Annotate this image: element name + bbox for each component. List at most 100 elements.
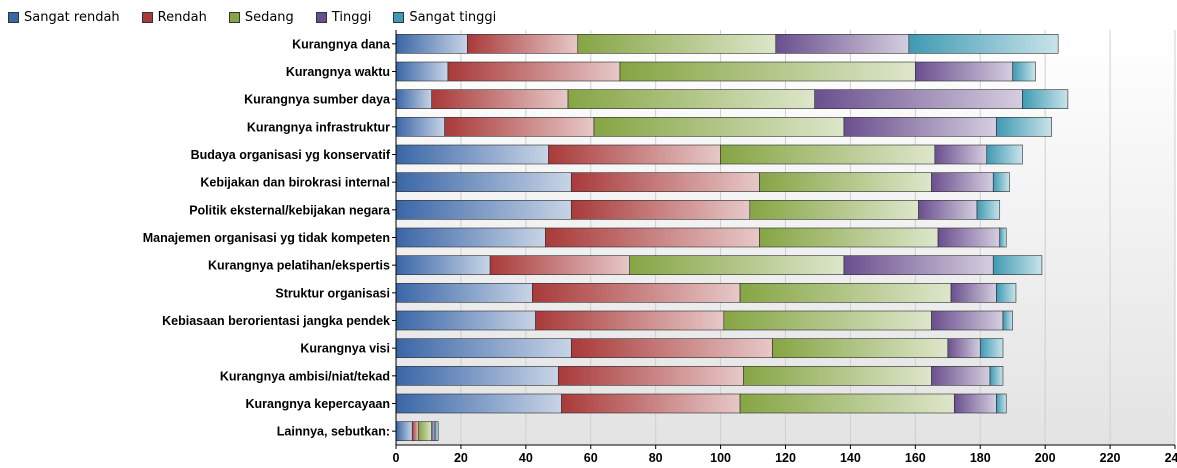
bar-segment bbox=[489, 255, 631, 275]
bar-segment bbox=[743, 366, 932, 386]
bar-segment bbox=[931, 366, 991, 386]
legend-label: Rendah bbox=[157, 9, 207, 25]
bar-segment bbox=[395, 61, 449, 82]
bar-segment bbox=[570, 338, 773, 358]
bar-segment bbox=[395, 200, 572, 220]
category-label: Struktur organisasi bbox=[275, 286, 390, 300]
category-label: Politik eksternal/kebijakan negara bbox=[189, 203, 391, 217]
x-tick-label: 140 bbox=[840, 451, 861, 465]
bar-segment bbox=[908, 34, 1059, 54]
category-label: Kurangnya kepercayaan bbox=[245, 397, 390, 411]
bar-segment bbox=[775, 34, 910, 54]
legend-item: Tinggi bbox=[315, 10, 371, 25]
bar-segment bbox=[395, 227, 546, 248]
category-label: Lainnya, sebutkan: bbox=[277, 425, 390, 439]
bar-segment bbox=[843, 117, 997, 137]
category-label: Kurangnya dana bbox=[292, 37, 391, 51]
legend-label: Sangat rendah bbox=[24, 9, 120, 25]
bar-segment bbox=[1002, 310, 1014, 331]
bar-segment bbox=[749, 200, 919, 220]
bar-segment bbox=[548, 144, 721, 165]
bar-segment bbox=[395, 172, 572, 192]
x-tick-label: 20 bbox=[454, 451, 468, 465]
bar-segment bbox=[1012, 61, 1036, 82]
bar-segment bbox=[976, 200, 1001, 220]
category-label: Kurangnya visi bbox=[300, 342, 390, 356]
x-tick-label: 80 bbox=[649, 451, 663, 465]
bar-segment bbox=[395, 283, 533, 303]
bar-segment bbox=[723, 310, 932, 331]
bar-segment bbox=[950, 283, 997, 303]
bar-segment bbox=[593, 117, 845, 137]
bar-segment bbox=[986, 144, 1023, 165]
category-label: Kurangnya sumber daya bbox=[244, 93, 391, 107]
bar-segment bbox=[434, 421, 439, 441]
bar-segment bbox=[395, 255, 491, 275]
bar-segment bbox=[931, 172, 994, 192]
bar-segment bbox=[996, 117, 1052, 137]
bar-segment bbox=[557, 366, 744, 386]
bar-segment bbox=[431, 89, 569, 109]
bar-segment bbox=[759, 227, 939, 248]
bar-segment bbox=[996, 393, 1007, 414]
bar-segment bbox=[570, 172, 760, 192]
legend-label: Sedang bbox=[244, 9, 294, 25]
x-tick-label: 200 bbox=[1035, 451, 1056, 465]
category-label: Kurangnya infrastruktur bbox=[247, 120, 390, 134]
bar-segment bbox=[567, 89, 816, 109]
category-label: Kebijakan dan birokrasi internal bbox=[200, 176, 390, 190]
bar-segment bbox=[720, 144, 936, 165]
bar-segment bbox=[1022, 89, 1069, 109]
x-tick-label: 240 bbox=[1165, 451, 1177, 465]
x-tick-label: 160 bbox=[905, 451, 926, 465]
bar-segment bbox=[918, 200, 978, 220]
bar-segment bbox=[395, 421, 413, 441]
bar-segment bbox=[395, 117, 445, 137]
bar-segment bbox=[447, 61, 621, 82]
bar-segment bbox=[979, 338, 1004, 358]
x-tick-label: 120 bbox=[775, 451, 796, 465]
bar-segment bbox=[772, 338, 949, 358]
bar-segment bbox=[395, 144, 549, 165]
bar-segment bbox=[843, 255, 994, 275]
x-tick-label: 100 bbox=[710, 451, 731, 465]
x-tick-label: 60 bbox=[584, 451, 598, 465]
bar-segment bbox=[395, 89, 433, 109]
bar-segment bbox=[395, 393, 562, 414]
category-label: Kurangnya pelatihan/ekspertis bbox=[208, 259, 390, 273]
bar-segment bbox=[947, 338, 981, 358]
legend: Sangat rendah Rendah Sedang Tinggi Sangat ti… bbox=[8, 8, 518, 26]
x-tick-label: 220 bbox=[1100, 451, 1121, 465]
category-label: Kurangnya waktu bbox=[286, 65, 390, 79]
bar-segment bbox=[431, 421, 436, 441]
bar-segment bbox=[619, 61, 916, 82]
bar-segment bbox=[444, 117, 595, 137]
legend-swatch bbox=[141, 11, 153, 23]
bar-segment bbox=[915, 61, 1014, 82]
bar-segment bbox=[992, 172, 1010, 192]
bar-segment bbox=[934, 144, 988, 165]
category-label: Kurangnya ambisi/niat/tekad bbox=[220, 369, 390, 383]
bar-segment bbox=[395, 310, 536, 331]
bar-segment bbox=[992, 255, 1043, 275]
legend-swatch bbox=[8, 11, 19, 23]
category-label: Kebiasaan berorientasi jangka pendek bbox=[162, 314, 390, 328]
bar-segment bbox=[395, 34, 468, 54]
legend-item: Sangat tinggi bbox=[393, 10, 496, 25]
bar-segment bbox=[739, 283, 952, 303]
bar-segment bbox=[937, 227, 1001, 248]
bar-segment bbox=[532, 283, 741, 303]
legend-item: Sangat rendah bbox=[8, 10, 120, 25]
legend-swatch bbox=[315, 11, 327, 23]
legend-swatch bbox=[393, 11, 405, 23]
bar-segment bbox=[953, 393, 997, 414]
category-label: Manajemen organisasi yg tidak kompeten bbox=[143, 231, 390, 245]
legend-swatch bbox=[228, 11, 240, 23]
bar-segment bbox=[561, 393, 741, 414]
bar-segment bbox=[395, 366, 559, 386]
legend-item: Rendah bbox=[141, 9, 207, 25]
bar-segment bbox=[759, 172, 932, 192]
legend-label: Sangat tinggi bbox=[409, 9, 497, 25]
